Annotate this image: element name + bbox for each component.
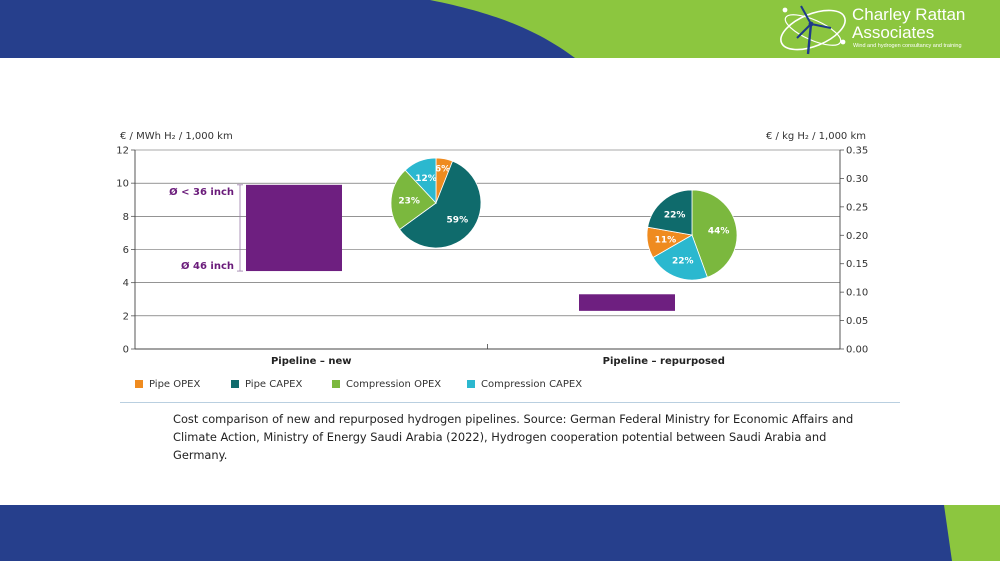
legend-item-pipe-capex: Pipe CAPEX [231,376,302,392]
footer-navy-band [0,505,1000,561]
pie-slice [652,234,708,281]
left-tick-label: 10 [116,179,129,190]
left-tick-label: 6 [123,245,129,256]
right-tick-label: 0.15 [846,259,868,270]
pie-slice [399,160,482,249]
legend-swatch-pipe-opex [135,380,143,388]
left-tick-label: 12 [116,146,129,157]
figure-caption: Cost comparison of new and repurposed hy… [173,412,854,462]
range-bar [579,294,675,311]
pie-slice [390,169,437,231]
right-axis-title: € / kg H₂ / 1,000 km [766,131,866,142]
caption-divider [120,402,900,403]
pie-slice-label: 6% [435,165,450,175]
legend-item-compression-capex: Compression CAPEX [467,376,582,392]
annotation-bottom-label: Ø 46 inch [181,260,234,272]
pie-slice-label: 12% [415,174,437,184]
left-tick-label: 4 [123,278,129,289]
annotation-top-label: Ø < 36 inch [169,186,234,198]
cost-chart: 0 2 4 6 8 10 12 0.00 0.05 0.10 0.15 0.20 0.25 0.30 0.3… [116,131,868,367]
right-tick-label: 0.35 [846,146,868,157]
legend-item-compression-opex: Compression OPEX [332,376,441,392]
right-tick-label: 0.20 [846,231,868,242]
legend-swatch-pipe-capex [231,380,239,388]
brand-tagline: Wind and hydrogen consultancy and traini… [853,43,962,49]
pie-slice-label: 23% [398,196,420,206]
legend-item-pipe-opex: Pipe OPEX [135,376,200,392]
legend-swatch-compression-opex [332,380,340,388]
right-tick-label: 0.10 [846,288,868,299]
range-bar [246,184,342,272]
brand-sub: Associates [852,23,935,42]
pie-slice-label: 22% [664,210,686,220]
wind-turbine-logo-icon [780,5,846,55]
top-banner [0,0,1000,58]
category-label: Pipeline – repurposed [603,356,725,367]
pie-slice-label: 44% [708,226,730,236]
legend-label-pipe-capex: Pipe CAPEX [245,378,303,390]
bottom-banner [0,505,1000,561]
category-label: Pipeline – new [271,356,352,367]
right-tick-label: 0.05 [846,316,868,327]
banner-navy-wave [0,0,575,58]
legend-swatch-compression-capex [467,380,475,388]
pie-slice-label: 22% [672,256,694,266]
legend-label-pipe-opex: Pipe OPEX [149,378,201,390]
right-tick-label: 0.00 [846,345,868,356]
legend-label-compression-opex: Compression OPEX [346,378,442,390]
left-axis-title: € / MWh H₂ / 1,000 km [120,131,233,142]
chart-legend: Pipe OPEX Pipe CAPEX Compression OPEX Co… [135,376,695,392]
footer-lime-corner [944,505,1000,561]
pie-slice-label: 59% [447,216,469,226]
brand-logo: Charley Rattan Associates Wind and hydro… [775,2,1000,56]
right-tick-label: 0.30 [846,174,868,185]
brand-name: Charley Rattan [852,5,966,24]
pie-slice [404,157,437,205]
right-tick-label: 0.25 [846,202,868,213]
left-tick-label: 0 [123,345,129,356]
pie-slice-label: 11% [655,236,677,246]
pie-slice [647,189,693,236]
left-tick-label: 2 [123,311,129,322]
pie-slice [691,189,738,278]
left-tick-label: 8 [123,212,129,223]
legend-label-compression-capex: Compression CAPEX [481,378,583,390]
